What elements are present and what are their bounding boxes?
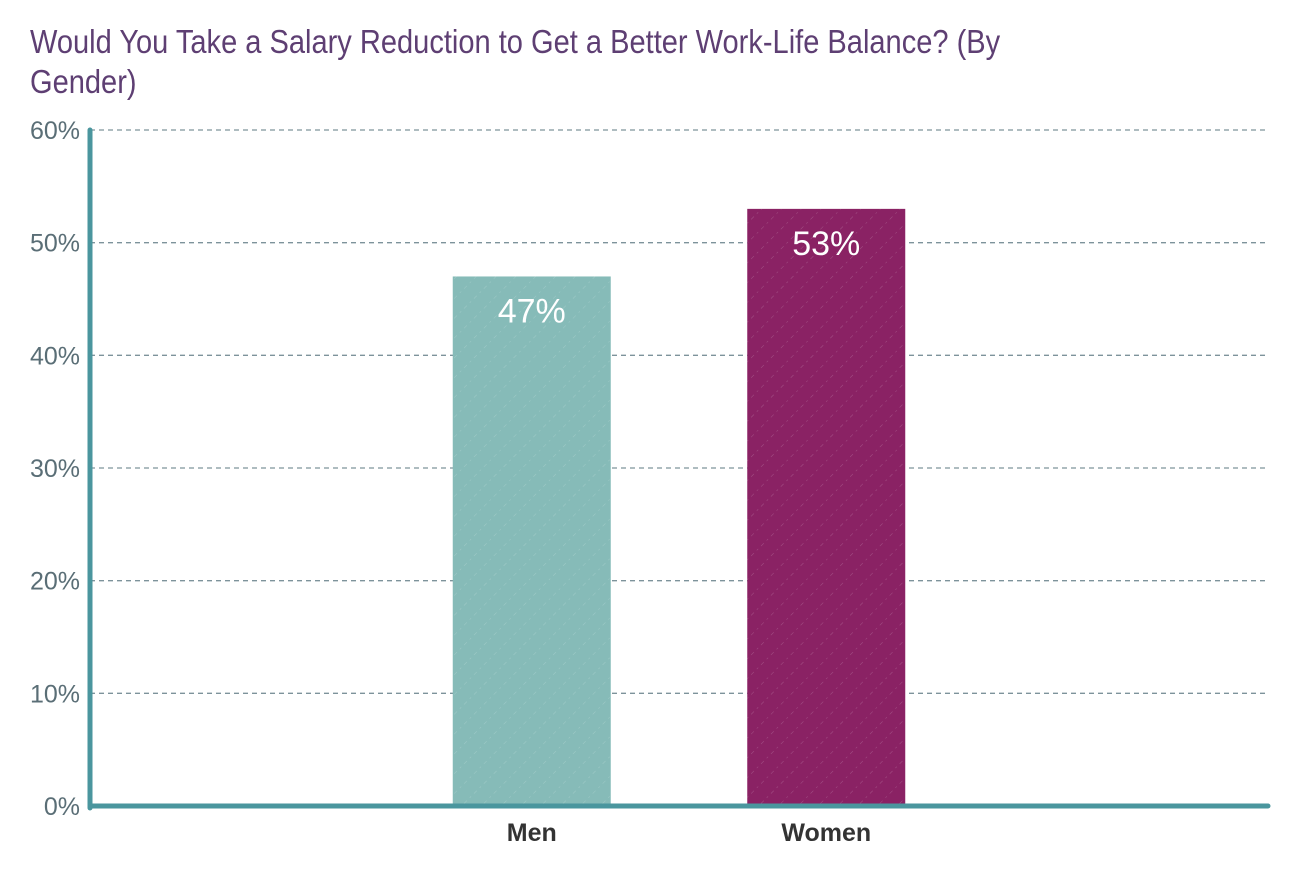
x-tick-label: Women [781,819,871,847]
data-label: 53% [792,225,860,263]
y-tick-label: 30% [30,455,80,483]
y-tick-label: 60% [30,117,80,145]
y-tick-label: 20% [30,568,80,596]
chart-title: Would You Take a Salary Reduction to Get… [30,23,1001,100]
bar-pattern [747,208,906,806]
bar-pattern [452,276,611,806]
data-label: 47% [498,292,566,330]
y-tick-label: 40% [30,342,80,370]
y-tick-label: 10% [30,680,80,708]
y-tick-label: 0% [44,793,80,821]
y-tick-label: 50% [30,230,80,258]
x-tick-label: Men [507,819,557,847]
